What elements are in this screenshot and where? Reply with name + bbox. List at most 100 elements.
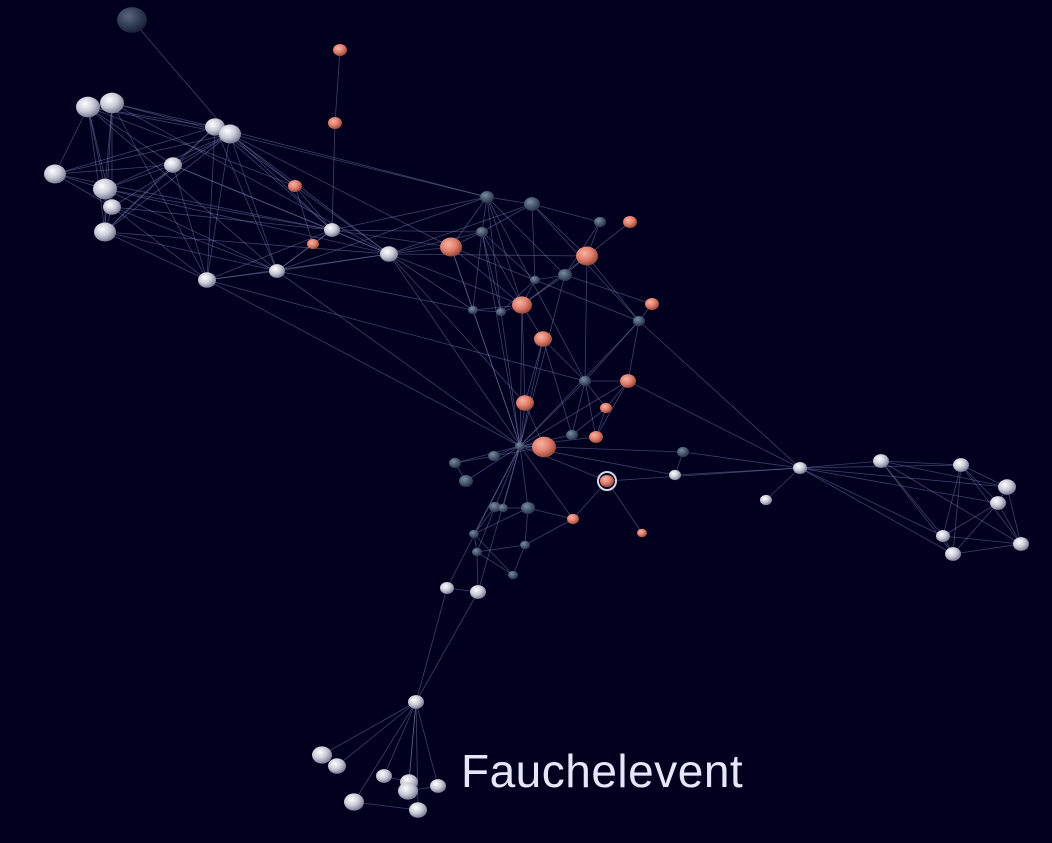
graph-node[interactable] [524, 197, 540, 211]
graph-node[interactable] [515, 441, 525, 451]
graph-node[interactable] [376, 769, 392, 783]
graph-node[interactable] [496, 307, 506, 317]
graph-node[interactable] [1013, 537, 1029, 551]
graph-edge [172, 164, 390, 255]
graph-edge [476, 544, 526, 553]
graph-node[interactable] [94, 222, 116, 242]
graph-node[interactable] [576, 246, 598, 266]
graph-node[interactable] [398, 782, 418, 800]
graph-edge [799, 467, 954, 555]
graph-node[interactable] [76, 96, 100, 118]
graph-edge [104, 188, 333, 231]
graph-node[interactable] [530, 275, 540, 285]
graph-node[interactable] [677, 446, 689, 458]
graph-node[interactable] [633, 315, 645, 327]
graph-edge [172, 133, 231, 166]
graph-node[interactable] [430, 779, 446, 793]
graph-node[interactable] [469, 529, 479, 539]
graph-node[interactable] [93, 178, 117, 200]
graph-edge [880, 460, 962, 466]
graph-node[interactable] [468, 305, 478, 315]
graph-node[interactable] [328, 758, 346, 774]
graph-edge [682, 451, 801, 469]
graph-node[interactable] [219, 124, 241, 144]
graph-node[interactable] [409, 802, 427, 818]
graph-node[interactable] [470, 585, 486, 599]
graph-node[interactable] [620, 374, 636, 388]
graph-node[interactable] [312, 746, 332, 764]
graph-node[interactable] [589, 430, 603, 444]
graph-node[interactable] [645, 297, 659, 311]
graph-node[interactable] [637, 528, 647, 538]
graph-node[interactable] [440, 581, 454, 595]
graph-edge [765, 467, 801, 501]
graph-node[interactable] [288, 179, 302, 193]
graph-node[interactable] [558, 268, 572, 282]
graph-node[interactable] [669, 469, 681, 481]
graph-node[interactable] [520, 540, 530, 550]
graph-node[interactable] [594, 216, 606, 228]
graph-edge [214, 126, 488, 198]
graph-node[interactable] [440, 237, 462, 257]
graph-node[interactable] [873, 454, 889, 468]
graph-node[interactable] [344, 793, 364, 811]
graph-node[interactable] [333, 43, 347, 57]
graph-edge [942, 464, 962, 537]
graph-node[interactable] [945, 547, 961, 561]
graph-node[interactable] [472, 547, 482, 557]
graph-node[interactable] [480, 190, 494, 204]
graph-node[interactable] [953, 458, 969, 472]
graph-node[interactable] [269, 264, 285, 278]
graph-edge [321, 701, 417, 756]
graph-edge [104, 164, 174, 233]
graph-node[interactable] [198, 272, 216, 288]
graph-node[interactable] [489, 501, 501, 513]
graph-node[interactable] [328, 116, 342, 130]
graph-node[interactable] [508, 570, 518, 580]
graph-node[interactable] [793, 461, 807, 475]
graph-node[interactable] [760, 494, 772, 506]
graph-node[interactable] [516, 395, 534, 411]
graph-node[interactable] [579, 375, 591, 387]
graph-node[interactable] [324, 223, 340, 237]
graph-node[interactable] [512, 296, 532, 314]
graph-edge [521, 255, 588, 306]
graph-node[interactable] [534, 331, 552, 347]
graph-node[interactable] [164, 157, 182, 173]
graph-node[interactable] [990, 496, 1006, 510]
graph-node[interactable] [117, 7, 147, 33]
graph-node[interactable] [380, 246, 398, 262]
graph-edge [584, 255, 588, 382]
graph-node[interactable] [498, 503, 508, 513]
graph-node[interactable] [488, 450, 500, 462]
graph-node[interactable] [623, 215, 637, 229]
graph-edge [571, 380, 586, 436]
graph-edge [531, 203, 588, 257]
graph-node[interactable] [307, 238, 319, 250]
graph-edge [331, 229, 452, 248]
graph-node[interactable] [103, 199, 121, 215]
graph-edge [206, 126, 216, 281]
graph-node[interactable] [566, 429, 578, 441]
graph-node[interactable] [600, 474, 614, 488]
graph-edge [586, 255, 640, 322]
graph-node[interactable] [459, 474, 473, 488]
graph-node[interactable] [44, 164, 66, 184]
graph-edge [353, 701, 417, 803]
graph-node[interactable] [521, 501, 535, 515]
graph-node[interactable] [936, 529, 950, 543]
graph-node[interactable] [408, 695, 424, 709]
graph-edge [87, 106, 174, 166]
graph-edge [214, 126, 278, 272]
graph-node[interactable] [449, 457, 461, 469]
graph-edge [172, 164, 208, 281]
graph-node[interactable] [476, 226, 488, 238]
graph-node[interactable] [567, 513, 579, 525]
graph-node[interactable] [998, 479, 1016, 495]
graph-node[interactable] [532, 436, 556, 458]
graph-edge [542, 338, 573, 436]
graph-node[interactable] [100, 92, 124, 114]
graph-node[interactable] [600, 402, 612, 414]
